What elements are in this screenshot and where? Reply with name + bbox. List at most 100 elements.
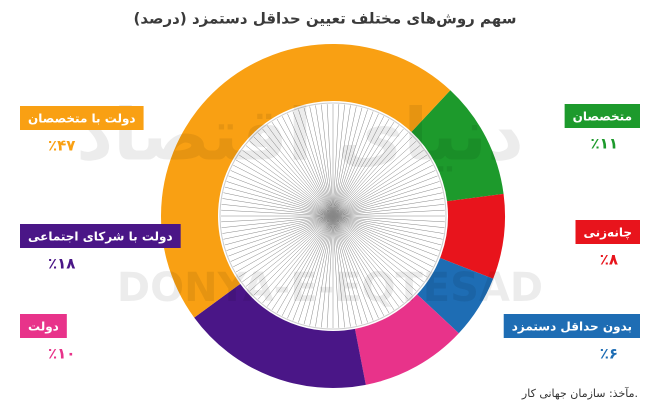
legend-label: متخصصان bbox=[573, 110, 632, 124]
ray bbox=[332, 215, 368, 323]
ray bbox=[332, 215, 421, 287]
ray bbox=[326, 215, 334, 328]
ray bbox=[245, 145, 334, 217]
ray bbox=[315, 105, 334, 217]
ray bbox=[332, 121, 395, 217]
ray bbox=[332, 118, 390, 217]
ray bbox=[332, 215, 357, 326]
donut-segment bbox=[440, 193, 505, 279]
ray bbox=[287, 113, 334, 217]
ray bbox=[223, 215, 334, 240]
watermark: دنیای اقتصاد bbox=[76, 93, 524, 177]
ray bbox=[266, 215, 334, 307]
ray bbox=[332, 215, 443, 240]
label-box bbox=[564, 104, 640, 128]
ray bbox=[242, 149, 334, 217]
ray bbox=[332, 181, 440, 217]
ray bbox=[235, 159, 334, 217]
ray bbox=[332, 215, 424, 283]
ray bbox=[224, 186, 334, 217]
ray bbox=[303, 215, 334, 325]
ray bbox=[230, 215, 334, 262]
ray bbox=[332, 215, 440, 251]
ray bbox=[332, 215, 445, 228]
ray bbox=[249, 215, 334, 292]
ray bbox=[276, 118, 334, 217]
ray bbox=[221, 215, 334, 223]
value-label: ٪۱۰ bbox=[48, 345, 75, 363]
ray bbox=[332, 215, 385, 316]
ray bbox=[230, 170, 334, 217]
ray bbox=[332, 186, 442, 217]
ray bbox=[332, 107, 363, 217]
ray bbox=[332, 145, 421, 217]
donut-segment bbox=[354, 294, 459, 385]
legend-label: چانه‌زنی bbox=[584, 226, 633, 240]
ray bbox=[315, 215, 334, 327]
ray bbox=[326, 104, 334, 217]
donut-segment bbox=[411, 90, 504, 202]
ray bbox=[332, 140, 417, 217]
ray bbox=[332, 215, 395, 311]
chart-title: سهم روش‌های مختلف تعیین حداقل دستمزد (در… bbox=[134, 10, 517, 28]
ray bbox=[266, 125, 334, 217]
ray bbox=[281, 215, 334, 316]
ray bbox=[235, 215, 334, 273]
watermark-latin: DONYA-E-EQTESAD bbox=[117, 265, 543, 311]
ray bbox=[332, 215, 390, 314]
value-label: ٪۸ bbox=[600, 251, 618, 269]
ray bbox=[245, 215, 334, 287]
ray bbox=[238, 154, 334, 217]
ray bbox=[287, 215, 334, 319]
donut bbox=[161, 44, 505, 388]
ray bbox=[332, 215, 409, 300]
ray bbox=[332, 215, 351, 327]
ray bbox=[332, 164, 433, 217]
ray bbox=[332, 111, 374, 217]
ray bbox=[271, 215, 334, 311]
source: مآخذ: سازمان جهانی کار. bbox=[521, 386, 638, 400]
ray bbox=[233, 164, 334, 217]
ray bbox=[332, 154, 428, 217]
ray bbox=[321, 215, 334, 328]
ray bbox=[332, 128, 404, 217]
ray bbox=[238, 215, 334, 278]
ray bbox=[222, 198, 334, 217]
ray bbox=[253, 215, 334, 296]
ray bbox=[332, 170, 436, 217]
ray bbox=[257, 215, 334, 300]
ray bbox=[332, 215, 363, 325]
ray bbox=[332, 215, 404, 304]
ray bbox=[332, 136, 413, 217]
inner-ring bbox=[219, 102, 447, 330]
ray bbox=[262, 215, 334, 304]
donut-segment bbox=[417, 257, 494, 334]
ray bbox=[221, 204, 334, 217]
donut-segment bbox=[194, 283, 366, 388]
ray bbox=[221, 209, 334, 217]
legend-label: بدون حداقل دستمزد bbox=[512, 320, 632, 335]
ray bbox=[233, 215, 334, 268]
ray bbox=[257, 132, 334, 217]
ray bbox=[309, 106, 334, 217]
ray bbox=[303, 107, 334, 217]
ray bbox=[332, 215, 428, 278]
ray bbox=[298, 109, 334, 217]
ray bbox=[276, 215, 334, 314]
ray bbox=[332, 215, 445, 223]
ray bbox=[332, 215, 400, 307]
ray bbox=[332, 215, 438, 257]
ray bbox=[271, 121, 334, 217]
ray bbox=[332, 104, 345, 217]
ray bbox=[332, 215, 442, 246]
ray bbox=[332, 215, 374, 321]
ray bbox=[332, 106, 357, 217]
ray bbox=[332, 104, 340, 217]
ray bbox=[222, 215, 334, 234]
ray bbox=[224, 215, 334, 246]
ray bbox=[332, 105, 351, 217]
ray bbox=[332, 175, 438, 217]
ray bbox=[281, 116, 334, 217]
ray bbox=[249, 140, 334, 217]
